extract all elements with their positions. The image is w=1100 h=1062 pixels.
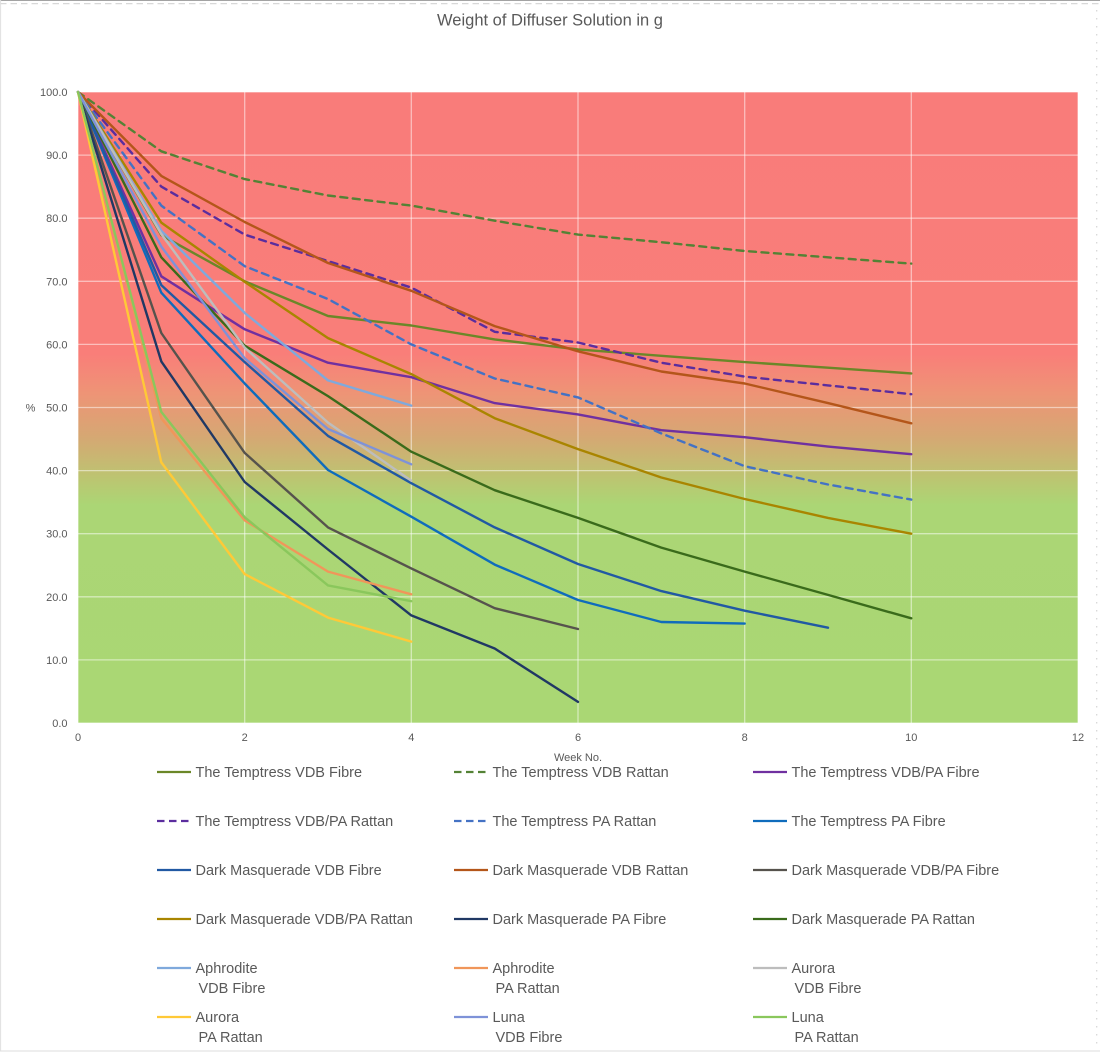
svg-text:The Temptress VDB/PA Rattan: The Temptress VDB/PA Rattan <box>196 814 394 830</box>
svg-text:10: 10 <box>905 732 917 744</box>
svg-text:2: 2 <box>242 732 248 744</box>
svg-text:6: 6 <box>575 732 581 744</box>
svg-text:20.0: 20.0 <box>46 592 67 604</box>
svg-text:100.0: 100.0 <box>40 87 68 99</box>
svg-text:30.0: 30.0 <box>46 529 67 541</box>
svg-text:0: 0 <box>75 732 81 744</box>
svg-text:Dark Masquerade VDB/PA Fibre: Dark Masquerade VDB/PA Fibre <box>792 863 1000 879</box>
svg-text:The Temptress VDB Rattan: The Temptress VDB Rattan <box>493 765 669 781</box>
svg-text:12: 12 <box>1072 732 1084 744</box>
svg-text:Luna: Luna <box>493 1010 526 1026</box>
svg-text:PA Rattan: PA Rattan <box>496 981 560 997</box>
svg-text:The Temptress PA Fibre: The Temptress PA Fibre <box>792 814 946 830</box>
svg-text:Dark Masquerade PA Fibre: Dark Masquerade PA Fibre <box>493 912 667 928</box>
svg-text:The Temptress VDB/PA Fibre: The Temptress VDB/PA Fibre <box>792 765 980 781</box>
svg-text:60.0: 60.0 <box>46 339 67 351</box>
svg-text:50.0: 50.0 <box>46 403 67 415</box>
svg-text:Dark Masquerade VDB/PA Rattan: Dark Masquerade VDB/PA Rattan <box>196 912 413 928</box>
svg-text:0.0: 0.0 <box>52 718 67 730</box>
svg-text:VDB Fibre: VDB Fibre <box>795 981 862 997</box>
svg-text:VDB Fibre: VDB Fibre <box>496 1030 563 1046</box>
svg-text:80.0: 80.0 <box>46 213 67 225</box>
svg-text:Luna: Luna <box>792 1010 825 1026</box>
svg-text:Dark Masquerade VDB Rattan: Dark Masquerade VDB Rattan <box>493 863 689 879</box>
svg-text:%: % <box>26 403 36 415</box>
svg-text:PA Rattan: PA Rattan <box>795 1030 859 1046</box>
svg-text:PA Rattan: PA Rattan <box>199 1030 263 1046</box>
svg-text:Aphrodite: Aphrodite <box>493 961 555 977</box>
svg-text:Aurora: Aurora <box>196 1010 240 1026</box>
svg-text:The Temptress VDB Fibre: The Temptress VDB Fibre <box>196 765 363 781</box>
svg-text:VDB Fibre: VDB Fibre <box>199 981 266 997</box>
svg-text:Aphrodite: Aphrodite <box>196 961 258 977</box>
svg-text:4: 4 <box>408 732 414 744</box>
svg-text:10.0: 10.0 <box>46 655 67 667</box>
svg-text:90.0: 90.0 <box>46 150 67 162</box>
svg-text:70.0: 70.0 <box>46 276 67 288</box>
svg-text:Weight of Diffuser Solution in: Weight of Diffuser Solution in g <box>437 12 663 30</box>
svg-text:8: 8 <box>742 732 748 744</box>
svg-text:Dark Masquerade PA Rattan: Dark Masquerade PA Rattan <box>792 912 976 928</box>
svg-text:Week No.: Week No. <box>554 752 602 764</box>
svg-text:Aurora: Aurora <box>792 961 836 977</box>
svg-text:The Temptress PA Rattan: The Temptress PA Rattan <box>493 814 657 830</box>
svg-text:Dark Masquerade VDB Fibre: Dark Masquerade VDB Fibre <box>196 863 382 879</box>
svg-text:40.0: 40.0 <box>46 466 67 478</box>
